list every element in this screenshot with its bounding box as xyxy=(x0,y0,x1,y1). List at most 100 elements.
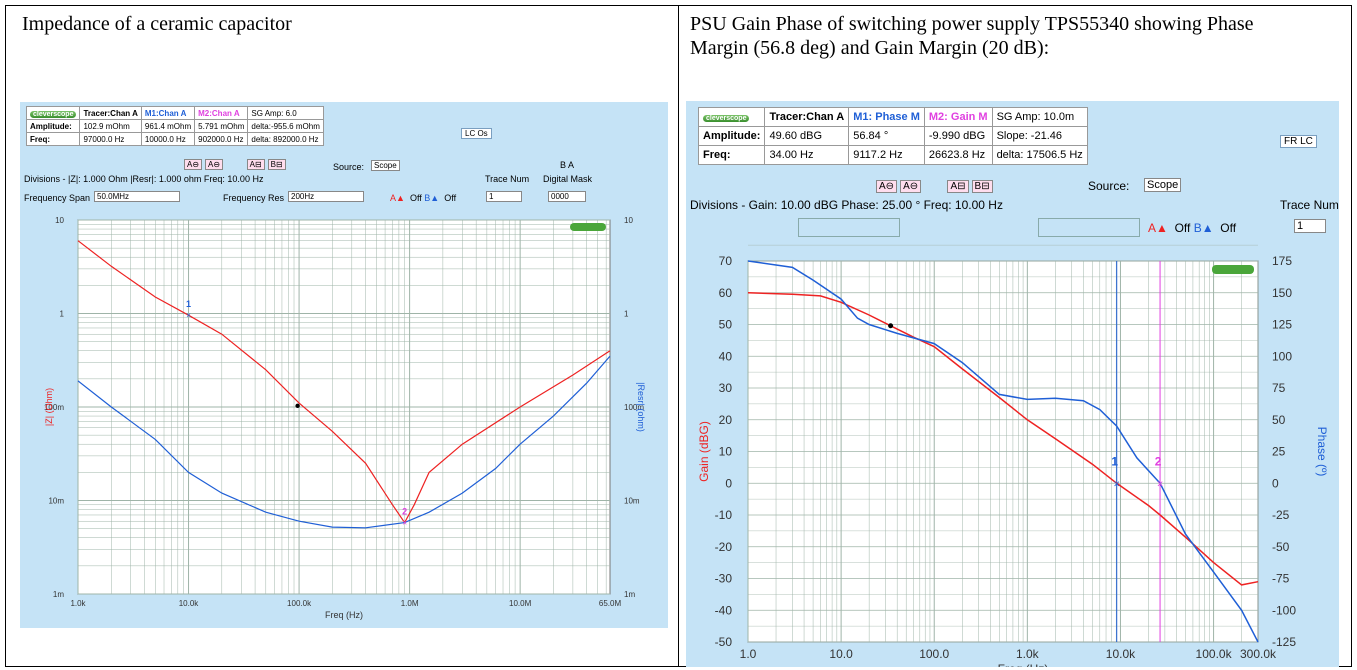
empty-field[interactable] xyxy=(1038,218,1140,237)
table-cell: 97000.0 Hz xyxy=(79,132,142,146)
trace-num-stepper[interactable]: 1 xyxy=(486,191,522,202)
x-tick-label: 10.0k xyxy=(1106,647,1136,661)
y-axis-label: Gain (dBG) xyxy=(697,421,711,482)
table-cell: 26623.8 Hz xyxy=(923,145,993,165)
source-field[interactable]: Scope xyxy=(371,160,400,171)
table-cell: 10000.0 Hz xyxy=(140,132,196,146)
source-label: Source: xyxy=(333,162,365,172)
trace-a-icon[interactable]: A▲ xyxy=(390,193,405,203)
marker-cross: × xyxy=(1157,478,1163,490)
table-cell: Freq: xyxy=(25,132,81,146)
table-cell: 34.00 Hz xyxy=(764,145,850,165)
y2-tick-label: 150 xyxy=(1272,286,1292,300)
lc-button[interactable]: LC Os xyxy=(461,128,492,139)
y2-tick-label: -125 xyxy=(1272,635,1296,649)
y2-tick-label: 100 xyxy=(1272,349,1292,363)
a-button[interactable]: A⊖ xyxy=(184,159,203,170)
y2-tick-label: -100 xyxy=(1272,603,1296,617)
table-cell: 9117.2 Hz xyxy=(848,145,925,165)
y2-tick-label: -75 xyxy=(1272,572,1290,586)
x-tick-label: 100.0k xyxy=(1196,647,1233,661)
a-button[interactable]: A⊖ xyxy=(876,180,898,193)
y2-axis-label: Phase (º) xyxy=(1315,427,1329,477)
y-tick-label: 30 xyxy=(719,381,733,395)
frequency-res-select[interactable]: 200Hz xyxy=(288,191,364,202)
off-label-b: Off xyxy=(444,193,457,203)
y2-axis-label: |Resr| (ohm) xyxy=(636,382,646,432)
x-tick-label: 1.0M xyxy=(401,599,419,608)
b-button[interactable]: B⊟ xyxy=(267,159,286,170)
y-tick-label: 100m xyxy=(44,403,64,412)
off-label-b: Off xyxy=(1220,221,1237,235)
left-cell: Impedance of a ceramic capacitor clevers… xyxy=(5,5,679,667)
x-tick-label: 1.0k xyxy=(1016,647,1040,661)
table-cell: -9.990 dBG xyxy=(923,126,993,146)
empty-field[interactable] xyxy=(798,218,900,237)
y2-tick-label: 10m xyxy=(624,497,640,506)
y-tick-label: 1 xyxy=(60,310,65,319)
cleverscope-logo: cleverscope xyxy=(703,115,750,122)
a-button[interactable]: A⊖ xyxy=(205,159,224,170)
a-button[interactable]: A⊖ xyxy=(900,180,922,193)
marker-cross: × xyxy=(1114,478,1120,490)
y-tick-label: -30 xyxy=(715,572,733,586)
trace-b-icon[interactable]: B▲ xyxy=(1193,221,1214,235)
ab-buttons: A⊖ A⊖ A⊟ B⊟ xyxy=(184,159,289,170)
marker-cross: × xyxy=(402,519,407,528)
x-tick-label: 65.0M xyxy=(599,599,622,608)
tracer-point xyxy=(295,403,300,409)
marker-label: 1 xyxy=(1111,454,1118,468)
trace-num-label: Trace Num xyxy=(1280,198,1339,212)
off-label-a: Off xyxy=(409,193,422,203)
cleverscope-logo-mark xyxy=(570,223,606,231)
b-button[interactable]: B⊟ xyxy=(971,180,993,193)
a-button[interactable]: A⊟ xyxy=(246,159,265,170)
digital-mask-field[interactable]: 0000 xyxy=(548,191,586,202)
y-tick-label: 0 xyxy=(725,476,732,490)
y2-tick-label: -50 xyxy=(1272,540,1290,554)
right-measurement-table: cleverscope Tracer:Chan A M1: Phase M M2… xyxy=(697,107,1088,165)
trace-a-icon[interactable]: A▲ xyxy=(1148,221,1168,235)
y-tick-label: 20 xyxy=(719,413,733,427)
digital-mask-label: Digital Mask xyxy=(543,174,593,184)
fr-lc-button[interactable]: FR LC xyxy=(1280,135,1317,148)
x-axis-label: Freq (Hz) xyxy=(325,610,363,620)
y-tick-label: 10m xyxy=(48,497,64,506)
y-tick-label: 1m xyxy=(53,590,64,599)
tracer-point xyxy=(888,323,894,329)
table-cell: 49.60 dBG xyxy=(764,126,850,146)
cleverscope-logo: cleverscope xyxy=(30,110,77,118)
trace-num-label: Trace Num xyxy=(485,174,530,184)
table-cell: Amplitude: xyxy=(697,126,766,146)
y2-tick-label: 1 xyxy=(624,310,629,319)
y2-tick-label: 1m xyxy=(624,590,635,599)
source-label: Source: xyxy=(1088,179,1130,193)
a-button[interactable]: A⊟ xyxy=(947,180,969,193)
divisions-label: Divisions - Gain: 10.00 dBG Phase: 25.00… xyxy=(690,198,1003,212)
y2-tick-label: 50 xyxy=(1272,413,1286,427)
y-tick-label: 60 xyxy=(719,286,733,300)
y2-tick-label: -25 xyxy=(1272,508,1290,522)
x-tick-label: 300.0k xyxy=(1240,647,1277,661)
x-tick-label: 100.0 xyxy=(919,647,949,661)
y-tick-label: 50 xyxy=(719,318,733,332)
y-tick-label: -50 xyxy=(715,635,733,649)
y-tick-label: 10 xyxy=(719,445,733,459)
x-axis-label: Freq (Hz) xyxy=(998,662,1049,667)
y-tick-label: 10 xyxy=(55,216,64,225)
trace-toggles: A▲ Off B▲ Off xyxy=(390,193,456,203)
cleverscope-logo-mark xyxy=(1212,265,1254,274)
divisions-label: Divisions - |Z|: 1.000 Ohm |Resr|: 1.000… xyxy=(24,174,264,184)
y-tick-label: -10 xyxy=(715,508,733,522)
ab-buttons: A⊖ A⊖ A⊟ B⊟ xyxy=(876,178,996,193)
trace-num-stepper[interactable]: 1 xyxy=(1294,219,1326,233)
gain-phase-chart: -50-40-30-20-10010203040506070-125-100-7… xyxy=(697,244,1329,667)
frequency-span-select[interactable]: 50.0MHz xyxy=(94,191,180,202)
resr-series-line xyxy=(77,355,611,529)
x-tick-label: 10.0M xyxy=(509,599,532,608)
y2-tick-label: 0 xyxy=(1272,476,1279,490)
marker-label: 2 xyxy=(402,507,407,517)
trace-b-icon[interactable]: B▲ xyxy=(424,193,440,203)
y-tick-label: -20 xyxy=(715,540,733,554)
source-field[interactable]: Scope xyxy=(1144,178,1182,192)
